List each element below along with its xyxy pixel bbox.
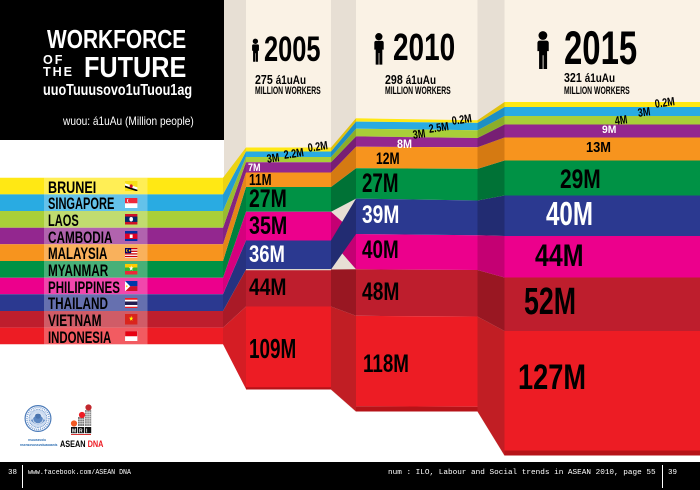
svg-text:M: M (72, 429, 76, 435)
svg-text:I: I (86, 429, 88, 435)
svg-text:R: R (79, 429, 83, 435)
